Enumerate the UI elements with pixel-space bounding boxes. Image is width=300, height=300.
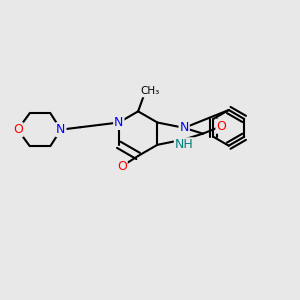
Text: NH: NH (175, 138, 194, 151)
Text: N: N (56, 123, 65, 136)
Text: N: N (179, 122, 189, 134)
Text: O: O (13, 123, 23, 136)
Text: N: N (114, 116, 124, 129)
Text: O: O (117, 160, 127, 173)
Text: O: O (216, 120, 226, 133)
Text: CH₃: CH₃ (140, 86, 160, 96)
